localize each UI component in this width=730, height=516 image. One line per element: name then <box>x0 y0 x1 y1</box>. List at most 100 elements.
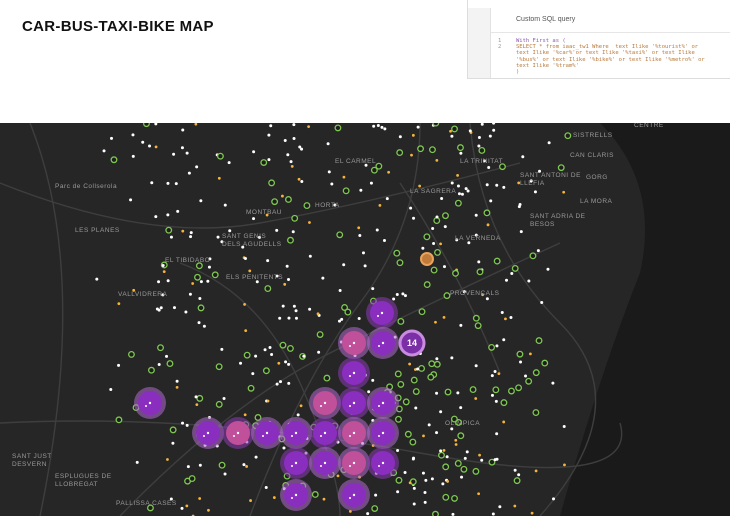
point <box>371 378 375 382</box>
place-label: EL CARMEL <box>335 158 376 165</box>
point <box>396 490 400 494</box>
point <box>117 302 121 306</box>
point <box>474 397 478 400</box>
point <box>412 216 416 220</box>
point <box>397 317 405 325</box>
point <box>115 416 123 424</box>
point <box>150 181 154 185</box>
point <box>483 209 491 217</box>
point <box>161 293 165 297</box>
point <box>292 304 296 308</box>
point <box>165 226 173 234</box>
point <box>154 123 158 126</box>
point <box>492 128 496 132</box>
cluster-dot <box>323 461 327 465</box>
place-label: MONTBAU <box>246 209 282 216</box>
point <box>450 427 454 431</box>
point <box>474 233 478 237</box>
point <box>435 215 439 219</box>
code-line: text Ilike '%tram%' <box>516 62 579 69</box>
point <box>442 212 449 220</box>
point <box>185 423 189 427</box>
point <box>175 379 179 383</box>
point <box>480 458 484 462</box>
cluster-label: 14 <box>407 338 417 348</box>
point <box>443 292 451 300</box>
cluster <box>367 417 399 449</box>
point <box>281 194 284 198</box>
point <box>527 279 531 283</box>
point <box>271 198 279 206</box>
point <box>176 209 180 213</box>
code-editor[interactable]: With First as (SELECT * from iaac_tw1 Wh… <box>516 38 705 75</box>
point <box>215 400 223 408</box>
point <box>275 382 279 386</box>
point <box>524 374 528 378</box>
point <box>474 322 482 330</box>
point <box>367 390 371 394</box>
point <box>421 246 425 250</box>
point <box>327 170 331 174</box>
cluster-dot <box>378 345 380 347</box>
point <box>364 163 368 167</box>
point <box>243 302 246 306</box>
cluster <box>280 417 312 449</box>
point <box>502 185 506 189</box>
point <box>308 307 312 311</box>
place-label: CENTRE <box>634 123 664 129</box>
point <box>316 312 320 316</box>
point <box>199 199 203 203</box>
point <box>532 369 540 377</box>
point <box>460 475 464 479</box>
point <box>551 381 555 385</box>
point <box>457 192 461 196</box>
point <box>538 169 542 173</box>
point <box>316 331 324 338</box>
place-label: VALLVIDRERA <box>118 291 167 298</box>
point <box>418 308 426 316</box>
point <box>412 486 416 490</box>
point <box>387 170 391 174</box>
point <box>442 316 446 319</box>
cluster-dot <box>294 431 298 435</box>
point <box>489 199 493 203</box>
point <box>477 492 481 496</box>
cluster-dot <box>291 497 293 499</box>
point <box>357 316 361 320</box>
cluster <box>338 447 370 479</box>
point <box>322 497 326 501</box>
cluster-dot <box>323 401 327 405</box>
cluster <box>309 417 341 449</box>
point <box>513 468 517 472</box>
point <box>223 203 227 207</box>
point <box>155 307 159 311</box>
place-label: LLEFIA <box>520 180 545 187</box>
point <box>277 361 281 365</box>
point <box>434 248 441 256</box>
point <box>141 140 145 144</box>
point <box>454 199 462 207</box>
point <box>427 373 435 381</box>
point <box>510 272 514 276</box>
point <box>302 354 306 358</box>
cluster-dot <box>262 435 264 437</box>
point <box>519 230 523 234</box>
sea <box>560 123 730 516</box>
point <box>228 229 232 233</box>
cluster <box>338 357 370 389</box>
point <box>428 360 436 368</box>
point <box>188 292 192 296</box>
point <box>442 463 450 471</box>
point <box>533 190 537 194</box>
point <box>196 394 204 402</box>
point <box>181 421 185 425</box>
point <box>393 249 401 257</box>
point <box>500 310 504 314</box>
point <box>546 267 550 271</box>
cluster-dot <box>323 431 327 435</box>
point <box>323 374 331 382</box>
point <box>247 384 255 392</box>
point <box>532 409 540 416</box>
place-label: DELS AGUDELLS <box>222 241 282 248</box>
